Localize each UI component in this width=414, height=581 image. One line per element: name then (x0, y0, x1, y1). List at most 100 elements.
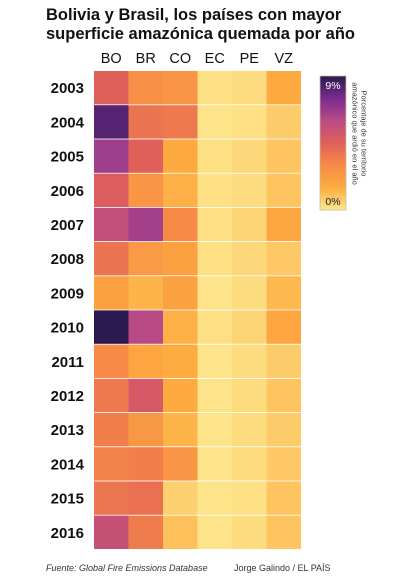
heatmap-cell-pe-2010 (232, 310, 267, 344)
heatmap-cell-pe-2003 (232, 71, 267, 105)
heatmap-cell-co-2008 (163, 242, 198, 276)
heatmap-cell-ec-2009 (197, 276, 232, 310)
heatmap-cell-pe-2013 (232, 413, 267, 447)
row-label-2011: 2011 (51, 354, 84, 371)
row-label-2004: 2004 (51, 114, 85, 131)
row-label-2007: 2007 (51, 217, 84, 234)
legend-title-line-1: Porcentaje de su territorio (359, 90, 369, 177)
column-label-pe: PE (240, 51, 260, 67)
heatmap-cell-pe-2005 (232, 139, 267, 173)
row-label-2010: 2010 (51, 320, 84, 337)
heatmap-cell-bo-2015 (94, 481, 129, 515)
heatmap-cell-vz-2009 (266, 276, 301, 310)
legend-min-label: 0% (325, 196, 340, 208)
heatmap-cell-ec-2014 (197, 447, 232, 481)
heatmap-cell-vz-2006 (266, 173, 301, 207)
heatmap-cell-vz-2013 (266, 413, 301, 447)
heatmap-cell-vz-2010 (266, 310, 301, 344)
row-label-2008: 2008 (51, 251, 84, 268)
heatmap-cell-br-2004 (128, 105, 163, 139)
column-labels: BO BR CO EC PE VZ (101, 51, 293, 67)
heatmap-cell-vz-2003 (266, 71, 301, 105)
credit-note: Jorge Galindo / EL PAÍS (234, 563, 331, 573)
heatmap-cell-bo-2012 (94, 378, 129, 413)
heatmap-cell-vz-2005 (266, 139, 301, 173)
column-label-ec: EC (205, 51, 225, 67)
heatmap-cell-vz-2012 (266, 378, 301, 413)
heatmap-cell-br-2005 (128, 139, 163, 173)
heatmap-cell-bo-2004 (94, 105, 129, 139)
heatmap-cell-co-2015 (163, 481, 198, 515)
heatmap-cell-br-2010 (128, 310, 163, 344)
row-label-2014: 2014 (51, 456, 85, 473)
row-label-2013: 2013 (51, 422, 84, 439)
column-label-co: CO (169, 51, 191, 67)
heatmap-cell-bo-2009 (94, 276, 129, 310)
color-legend: 9% 0% (319, 75, 347, 211)
heatmap-cell-bo-2007 (94, 207, 129, 242)
column-label-vz: VZ (274, 51, 293, 67)
heatmap-cell-br-2009 (128, 276, 163, 310)
heatmap-cell-bo-2003 (94, 71, 129, 105)
heatmap-cell-vz-2015 (266, 481, 301, 515)
row-label-2005: 2005 (51, 149, 84, 166)
row-label-2016: 2016 (51, 525, 84, 542)
heatmap-cell-br-2016 (128, 515, 163, 549)
heatmap-cell-br-2011 (128, 344, 163, 378)
heatmap-cells (94, 71, 301, 549)
heatmap-cell-vz-2007 (266, 207, 301, 242)
heatmap-cell-co-2005 (163, 139, 198, 173)
legend-title-line-2: amazónico que ardió en el año (351, 82, 360, 185)
heatmap-cell-vz-2011 (266, 344, 301, 378)
heatmap-cell-co-2014 (163, 447, 198, 481)
heatmap-cell-ec-2012 (197, 378, 232, 413)
heatmap-cell-co-2006 (163, 173, 198, 207)
legend-color-bar (319, 75, 347, 211)
heatmap-cell-ec-2013 (197, 413, 232, 447)
legend-title: Porcentaje de su territorio amazónico qu… (351, 76, 369, 188)
heatmap-cell-vz-2016 (266, 515, 301, 549)
heatmap-cell-pe-2012 (232, 378, 267, 413)
heatmap-cell-co-2016 (163, 515, 198, 549)
column-label-bo: BO (101, 51, 122, 67)
heatmap-cell-vz-2004 (266, 105, 301, 139)
legend-max-label: 9% (325, 80, 340, 92)
heatmap-cell-pe-2015 (232, 481, 267, 515)
heatmap-cell-pe-2014 (232, 447, 267, 481)
chart-title-line-2: superficie amazónica quemada por año (46, 25, 356, 43)
heatmap-cell-bo-2013 (94, 413, 129, 447)
heatmap-cell-bo-2005 (94, 139, 129, 173)
heatmap-cell-pe-2016 (232, 515, 267, 549)
heatmap-cell-br-2015 (128, 481, 163, 515)
heatmap-cell-bo-2016 (94, 515, 129, 549)
heatmap-cell-ec-2010 (197, 310, 232, 344)
heatmap-cell-pe-2011 (232, 344, 267, 378)
row-label-2003: 2003 (51, 80, 84, 97)
heatmap-cell-pe-2007 (232, 207, 267, 242)
heatmap-cell-ec-2007 (197, 207, 232, 242)
heatmap-cell-co-2007 (163, 207, 198, 242)
heatmap-cell-br-2003 (128, 71, 163, 105)
heatmap-cell-vz-2008 (266, 242, 301, 276)
heatmap-cell-br-2006 (128, 173, 163, 207)
heatmap-cell-bo-2014 (94, 447, 129, 481)
heatmap-cell-ec-2004 (197, 105, 232, 139)
heatmap-cell-pe-2008 (232, 242, 267, 276)
heatmap-cell-ec-2006 (197, 173, 232, 207)
heatmap-cell-co-2012 (163, 378, 198, 413)
heatmap-cell-pe-2004 (232, 105, 267, 139)
heatmap-cell-ec-2011 (197, 344, 232, 378)
row-label-2012: 2012 (51, 388, 84, 405)
heatmap-cell-br-2013 (128, 413, 163, 447)
heatmap-cell-co-2011 (163, 344, 198, 378)
heatmap-cell-br-2012 (128, 378, 163, 413)
heatmap-cell-ec-2005 (197, 139, 232, 173)
heatmap-cell-bo-2008 (94, 242, 129, 276)
heatmap-cell-ec-2016 (197, 515, 232, 549)
heatmap-cell-ec-2008 (197, 242, 232, 276)
heatmap-cell-br-2014 (128, 447, 163, 481)
heatmap-cell-co-2003 (163, 71, 198, 105)
heatmap-cell-co-2004 (163, 105, 198, 139)
heatmap-cell-bo-2011 (94, 344, 129, 378)
heatmap-cell-bo-2010 (94, 310, 129, 344)
